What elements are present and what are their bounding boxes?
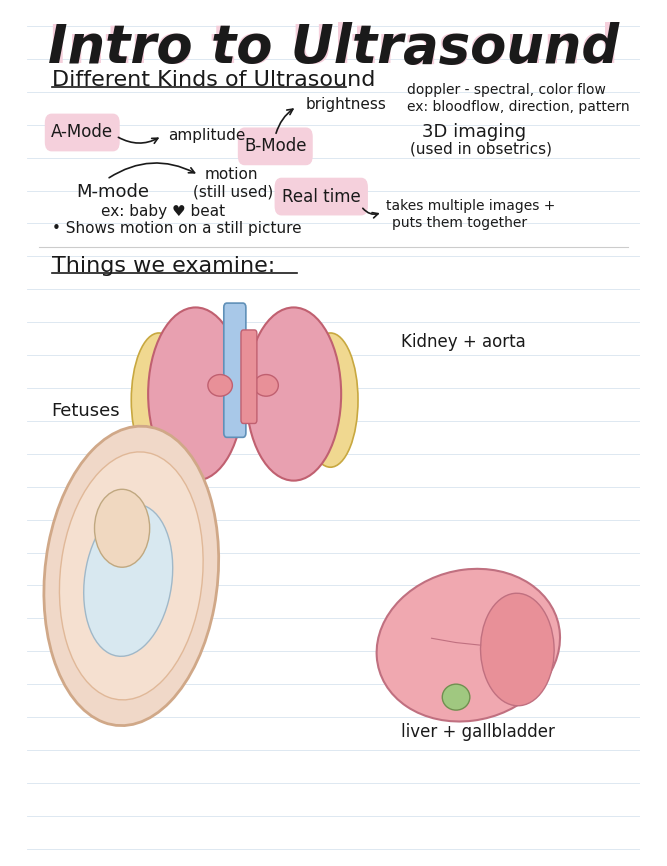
Text: Intro to Ultrasound: Intro to Ultrasound xyxy=(48,23,619,74)
Text: Kidney + aorta: Kidney + aorta xyxy=(401,333,526,351)
Text: brightness: brightness xyxy=(306,97,387,113)
Text: amplitude: amplitude xyxy=(168,128,245,144)
Text: takes multiple images +: takes multiple images + xyxy=(386,199,555,213)
Text: Real time: Real time xyxy=(282,188,361,205)
Text: Different Kinds of Ultrasound: Different Kinds of Ultrasound xyxy=(51,69,375,90)
Text: • Shows motion on a still picture: • Shows motion on a still picture xyxy=(51,221,301,236)
Ellipse shape xyxy=(480,593,554,706)
Text: motion: motion xyxy=(205,167,258,183)
Ellipse shape xyxy=(131,333,187,468)
Text: ex: baby ♥ beat: ex: baby ♥ beat xyxy=(101,204,225,219)
Ellipse shape xyxy=(148,307,243,481)
Text: ex: bloodflow, direction, pattern: ex: bloodflow, direction, pattern xyxy=(407,100,630,114)
Text: Things we examine:: Things we examine: xyxy=(51,255,275,276)
Text: 3D imaging: 3D imaging xyxy=(422,123,526,140)
Text: doppler - spectral, color flow: doppler - spectral, color flow xyxy=(407,83,606,97)
Text: puts them together: puts them together xyxy=(392,216,527,230)
Text: Intro to Ultrasound: Intro to Ultrasound xyxy=(48,23,619,74)
Circle shape xyxy=(95,489,149,567)
FancyBboxPatch shape xyxy=(275,178,368,215)
Text: Fetuses: Fetuses xyxy=(51,403,120,420)
Text: (used in obsetrics): (used in obsetrics) xyxy=(410,141,552,157)
Ellipse shape xyxy=(208,374,232,396)
Ellipse shape xyxy=(442,684,470,710)
Text: A-Mode: A-Mode xyxy=(51,124,113,141)
FancyBboxPatch shape xyxy=(241,330,257,423)
Ellipse shape xyxy=(303,333,358,468)
Text: B-Mode: B-Mode xyxy=(244,138,307,155)
Ellipse shape xyxy=(44,426,219,726)
Ellipse shape xyxy=(83,504,173,656)
FancyBboxPatch shape xyxy=(45,114,119,151)
Ellipse shape xyxy=(254,374,278,396)
Text: (still used): (still used) xyxy=(193,184,273,200)
Text: M-mode: M-mode xyxy=(76,184,149,201)
Text: liver + gallbladder: liver + gallbladder xyxy=(401,723,555,740)
FancyBboxPatch shape xyxy=(239,128,312,165)
Ellipse shape xyxy=(246,307,341,481)
FancyBboxPatch shape xyxy=(224,303,246,437)
Ellipse shape xyxy=(59,452,203,700)
Ellipse shape xyxy=(377,569,560,721)
